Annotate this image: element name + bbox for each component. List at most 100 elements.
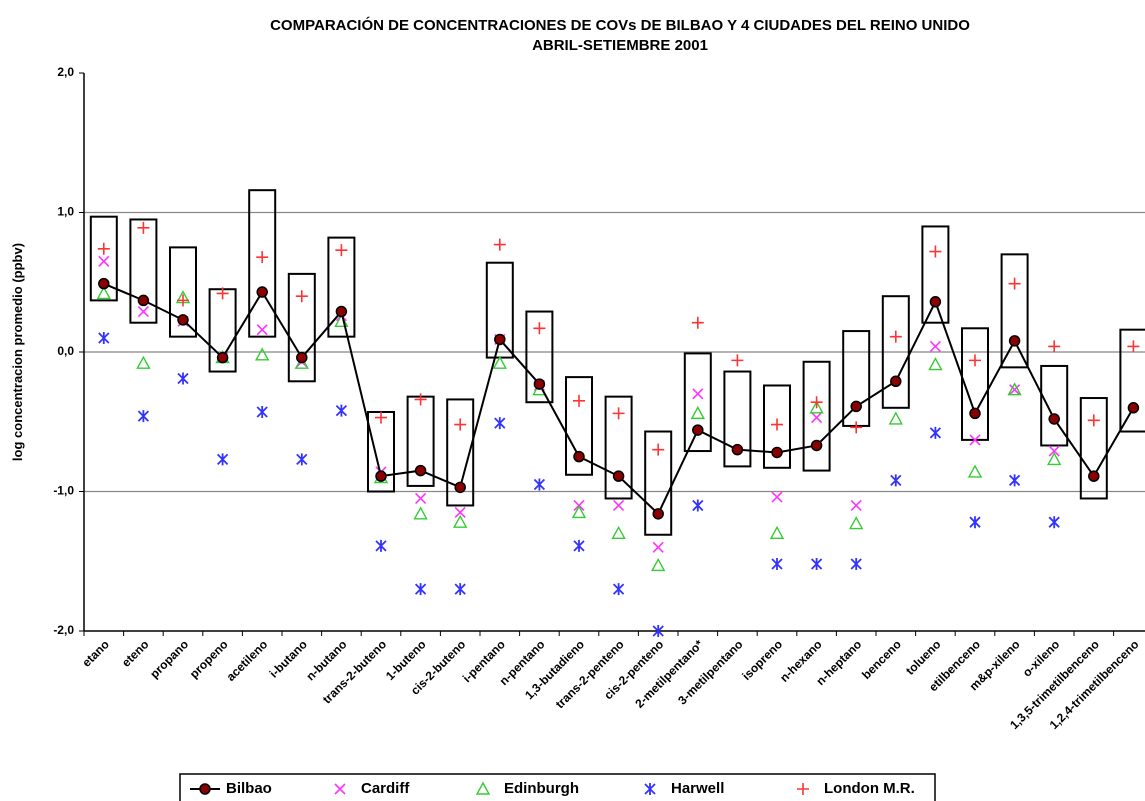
marker-shape [216, 287, 229, 300]
marker-shape [296, 351, 308, 364]
marker-shape [771, 491, 783, 503]
point [691, 316, 704, 329]
point [1009, 384, 1021, 396]
marker-shape [98, 277, 110, 290]
marker-shape [216, 351, 229, 364]
point [1047, 451, 1062, 466]
point [929, 245, 942, 258]
point [493, 238, 506, 251]
point [690, 405, 705, 420]
range-box [723, 370, 752, 468]
point [573, 450, 585, 463]
point [969, 407, 981, 420]
point [771, 446, 783, 459]
point [414, 464, 427, 477]
point [137, 410, 150, 423]
point [573, 394, 585, 407]
point [573, 539, 585, 552]
point [296, 453, 308, 466]
marker-shape [414, 464, 427, 477]
point [375, 539, 387, 552]
marker-shape [612, 470, 625, 482]
point [889, 330, 902, 343]
marker-shape [454, 418, 467, 431]
point [454, 481, 466, 494]
point [810, 439, 823, 452]
marker-shape [1009, 384, 1021, 396]
marker-shape [928, 357, 943, 371]
marker-shape [1048, 340, 1061, 353]
marker-shape [1008, 474, 1021, 487]
point [571, 504, 587, 519]
x-tick-label: 2-metilpentano* [632, 637, 706, 711]
marker-shape [690, 405, 705, 420]
marker-shape [573, 394, 585, 407]
marker-shape [475, 781, 491, 795]
marker-shape [1088, 470, 1100, 482]
point [256, 405, 268, 418]
point [294, 355, 309, 369]
marker-shape [1048, 516, 1060, 529]
marker-shape [494, 333, 506, 346]
point [810, 396, 823, 409]
point [453, 514, 468, 528]
point [137, 294, 150, 307]
range-box [683, 352, 712, 453]
marker-shape [611, 525, 626, 540]
marker-shape [692, 388, 704, 400]
point [1087, 414, 1100, 427]
marker-shape [1087, 414, 1100, 427]
point [494, 333, 506, 346]
point [335, 244, 348, 257]
marker-shape [1048, 445, 1060, 457]
y-tick-label: 1,0 [57, 205, 74, 219]
x-tick-label: propano [147, 637, 191, 681]
point [1008, 474, 1021, 487]
point [850, 499, 862, 512]
marker-shape [731, 443, 744, 456]
point [256, 251, 269, 264]
point [454, 583, 466, 596]
point [810, 558, 823, 571]
point [771, 558, 783, 571]
marker-shape [96, 285, 111, 300]
range-box [89, 215, 118, 302]
point [811, 411, 823, 424]
marker-shape [850, 499, 862, 512]
point [888, 411, 903, 425]
x-tick-label: trans-2-penteno [553, 637, 627, 711]
marker-shape [769, 525, 785, 540]
marker-shape [454, 506, 466, 518]
range-box [169, 246, 197, 338]
marker-shape [533, 478, 546, 491]
point [850, 558, 862, 571]
marker-shape [375, 470, 387, 482]
point [613, 499, 625, 512]
point [96, 285, 111, 300]
marker-shape [692, 424, 704, 436]
marker-shape [492, 355, 507, 369]
point [533, 378, 546, 390]
point [454, 418, 467, 431]
y-tick-label: -2,0 [53, 623, 74, 637]
marker-shape [1127, 340, 1140, 353]
marker-shape [1007, 382, 1022, 396]
point [692, 424, 704, 436]
legend-label: Harwell [671, 780, 724, 797]
marker-shape [691, 316, 704, 329]
marker-shape [810, 439, 823, 452]
marker-shape [929, 340, 941, 352]
point [255, 347, 270, 361]
marker-shape [1008, 335, 1021, 347]
marker-shape [177, 372, 189, 385]
point [177, 294, 189, 307]
point [475, 781, 491, 795]
marker-shape [771, 446, 783, 459]
marker-shape [1047, 451, 1062, 466]
point [731, 354, 744, 367]
point [850, 400, 862, 413]
marker-shape [967, 464, 983, 478]
range-box [129, 218, 158, 324]
marker-shape [890, 375, 902, 388]
point [533, 322, 546, 335]
